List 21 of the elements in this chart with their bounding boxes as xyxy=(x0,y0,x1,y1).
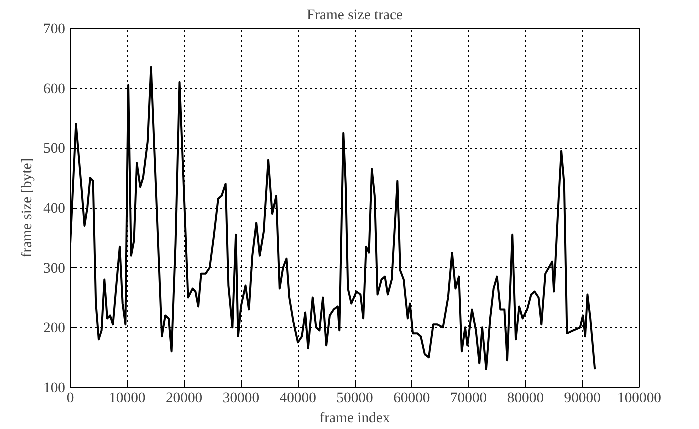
x-tick-label: 10000 xyxy=(109,390,146,406)
x-tick-label: 20000 xyxy=(166,390,203,406)
y-axis-title: frame size [byte] xyxy=(20,158,36,258)
x-tick-label: 50000 xyxy=(336,390,374,406)
y-tick-label: 500 xyxy=(44,141,66,158)
y-tick-label: 400 xyxy=(44,201,66,217)
y-tick-label: 300 xyxy=(44,260,66,277)
x-tick-label: 80000 xyxy=(507,390,544,406)
y-tick-label: 600 xyxy=(44,81,66,98)
x-tick-label: 60000 xyxy=(394,390,430,406)
x-tick-label: 0 xyxy=(66,390,74,406)
chart-title: Frame size trace xyxy=(306,8,404,24)
x-tick-label: 70000 xyxy=(450,390,488,406)
x-tick-label: 40000 xyxy=(280,390,316,406)
x-tick-label: 100000 xyxy=(618,390,662,406)
y-tick-label: 700 xyxy=(44,22,66,38)
x-tick-label: 90000 xyxy=(564,390,601,406)
y-tick-label: 200 xyxy=(44,320,66,337)
x-axis-title: frame index xyxy=(320,410,391,426)
x-tick-label: 30000 xyxy=(222,390,260,406)
y-tick-label: 100 xyxy=(44,380,66,396)
